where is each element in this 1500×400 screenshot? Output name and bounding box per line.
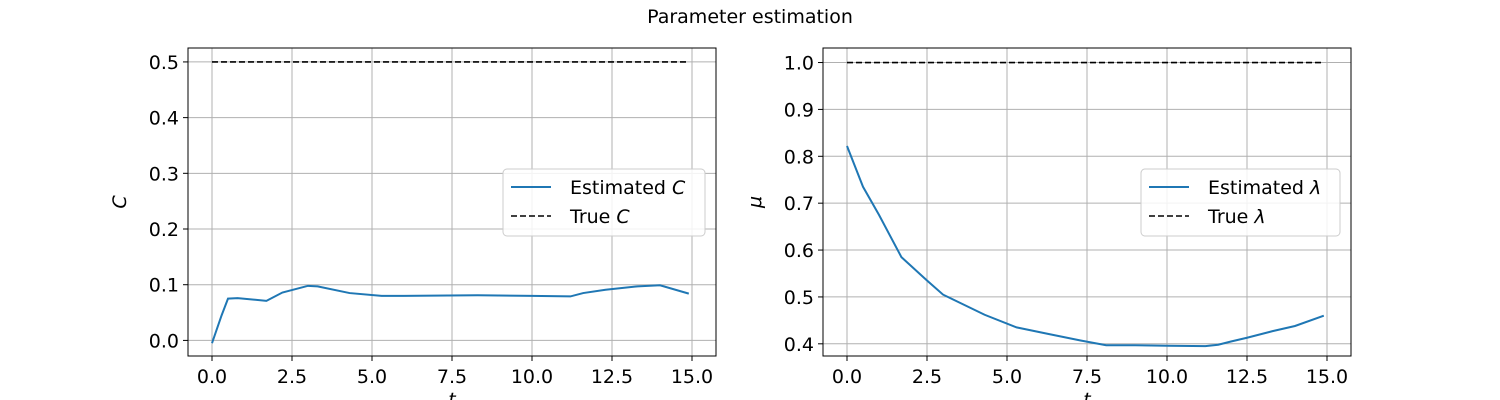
y-tick-label: 0.6 — [784, 240, 814, 262]
legend-box — [1140, 168, 1341, 237]
y-tick-label: 1.0 — [784, 53, 814, 75]
y-tick-label: 0.0 — [149, 330, 179, 352]
legend-prefix: Estimated — [570, 177, 672, 199]
y-tick-label: 0.8 — [784, 146, 814, 168]
x-axis-label: t — [448, 389, 457, 400]
chart-panel-mu: 0.0 2.5 5.0 7.5 10.0 12.5 15.0 0.4 0.5 0.6 0.7 0.8 0… — [744, 47, 1352, 400]
x-tick-label: 7.5 — [1072, 366, 1102, 388]
x-tick-label: 2.5 — [277, 366, 307, 388]
legend-symbol: λ — [1253, 206, 1265, 228]
x-tick-label: 2.5 — [912, 366, 942, 388]
x-tick-label: 12.5 — [591, 366, 633, 388]
y-tick-label: 0.4 — [784, 334, 814, 356]
x-tick-label: 0.0 — [197, 366, 227, 388]
y-tick-label: 0.4 — [149, 108, 179, 130]
x-tick-label: 15.0 — [1306, 366, 1348, 388]
x-tick-label: 0.0 — [832, 366, 862, 388]
y-axis-label: C — [109, 195, 131, 209]
x-tick-label: 5.0 — [357, 366, 387, 388]
x-tick-label: 15.0 — [671, 366, 713, 388]
legend-prefix: True — [569, 206, 616, 228]
y-tick-label: 0.1 — [149, 275, 179, 297]
legend-symbol: C — [672, 177, 686, 199]
chart-panel-c: 0.0 2.5 5.0 7.5 10.0 12.5 15.0 0.0 0.1 0.2 0.3 0.4 0… — [109, 47, 717, 400]
legend-box — [502, 168, 706, 237]
estimated-line — [211, 284, 690, 344]
x-axis-label: t — [1083, 389, 1092, 400]
x-tick-label: 10.0 — [1146, 366, 1188, 388]
y-tick-label: 0.7 — [784, 193, 814, 215]
legend-entry: Estimated λ — [1208, 177, 1321, 199]
legend-entry: Estimated C — [570, 177, 686, 199]
x-tick-label: 5.0 — [992, 366, 1022, 388]
x-tick-label: 7.5 — [437, 366, 467, 388]
figure-title: Parameter estimation — [647, 6, 853, 28]
estimated-line — [846, 145, 1325, 348]
x-tick-label: 10.0 — [511, 366, 553, 388]
legend-entry: True λ — [1207, 206, 1266, 228]
legend-symbol: λ — [1309, 177, 1321, 199]
x-tick-label: 12.5 — [1226, 366, 1268, 388]
legend-prefix: Estimated — [1208, 177, 1310, 199]
legend-entry: True C — [569, 206, 630, 228]
y-tick-label: 0.3 — [149, 163, 179, 185]
y-tick-label: 0.5 — [784, 287, 814, 309]
legend-symbol: C — [616, 206, 630, 228]
y-tick-label: 0.2 — [149, 219, 179, 241]
legend-prefix: True — [1207, 206, 1254, 228]
y-axis-label: μ — [744, 196, 766, 209]
y-tick-label: 0.9 — [784, 99, 814, 121]
y-tick-label: 0.5 — [149, 52, 179, 74]
